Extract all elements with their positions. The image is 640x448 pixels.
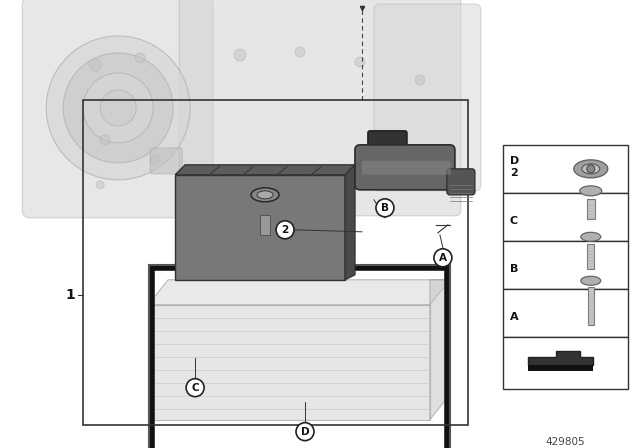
Circle shape	[135, 53, 145, 63]
Text: D: D	[510, 156, 519, 166]
FancyBboxPatch shape	[368, 131, 407, 150]
Bar	[503, 289, 628, 337]
Ellipse shape	[580, 276, 601, 285]
Polygon shape	[175, 165, 355, 175]
Circle shape	[415, 75, 425, 85]
Text: 2: 2	[282, 225, 289, 235]
Circle shape	[63, 53, 173, 163]
Circle shape	[186, 379, 204, 396]
Circle shape	[100, 90, 136, 126]
Bar	[149, 265, 450, 448]
Text: A: A	[510, 312, 518, 322]
Polygon shape	[148, 280, 450, 305]
Bar	[587, 199, 595, 219]
Text: 429805: 429805	[545, 437, 584, 447]
Polygon shape	[345, 165, 355, 280]
Text: 2: 2	[510, 168, 518, 178]
Bar	[83, 100, 468, 425]
FancyBboxPatch shape	[355, 145, 455, 190]
Circle shape	[355, 57, 365, 67]
Circle shape	[176, 191, 184, 199]
Text: A: A	[439, 253, 447, 263]
FancyBboxPatch shape	[179, 0, 461, 216]
Polygon shape	[175, 175, 345, 280]
Ellipse shape	[580, 233, 601, 241]
Ellipse shape	[257, 191, 273, 199]
Ellipse shape	[251, 188, 279, 202]
Text: 1: 1	[65, 288, 75, 302]
FancyBboxPatch shape	[22, 0, 213, 218]
Bar	[260, 215, 270, 235]
Bar	[503, 193, 628, 241]
Circle shape	[434, 249, 452, 267]
Circle shape	[286, 194, 294, 202]
Ellipse shape	[574, 160, 608, 178]
Text: C: C	[510, 216, 518, 226]
Bar	[588, 244, 595, 269]
Circle shape	[234, 49, 246, 61]
FancyBboxPatch shape	[150, 148, 182, 174]
Text: B: B	[510, 264, 518, 274]
Circle shape	[376, 199, 394, 217]
FancyBboxPatch shape	[362, 161, 451, 175]
Circle shape	[46, 36, 190, 180]
Circle shape	[295, 47, 305, 57]
Ellipse shape	[580, 186, 602, 196]
Bar	[503, 337, 628, 389]
FancyBboxPatch shape	[374, 4, 481, 191]
Circle shape	[587, 165, 595, 173]
Bar	[528, 365, 593, 370]
Text: B: B	[381, 203, 389, 213]
Circle shape	[89, 59, 101, 71]
Ellipse shape	[582, 164, 600, 174]
Polygon shape	[148, 305, 430, 420]
Circle shape	[296, 422, 314, 441]
Bar	[152, 268, 447, 448]
Circle shape	[276, 221, 294, 239]
Text: D: D	[301, 426, 309, 437]
Bar	[503, 241, 628, 289]
Text: C: C	[191, 383, 199, 392]
Circle shape	[150, 155, 160, 165]
Polygon shape	[430, 280, 450, 420]
Bar	[503, 145, 628, 193]
Bar	[588, 287, 594, 325]
Polygon shape	[528, 351, 593, 365]
FancyBboxPatch shape	[447, 169, 475, 195]
Circle shape	[100, 135, 110, 145]
Circle shape	[96, 181, 104, 189]
Circle shape	[83, 73, 153, 143]
